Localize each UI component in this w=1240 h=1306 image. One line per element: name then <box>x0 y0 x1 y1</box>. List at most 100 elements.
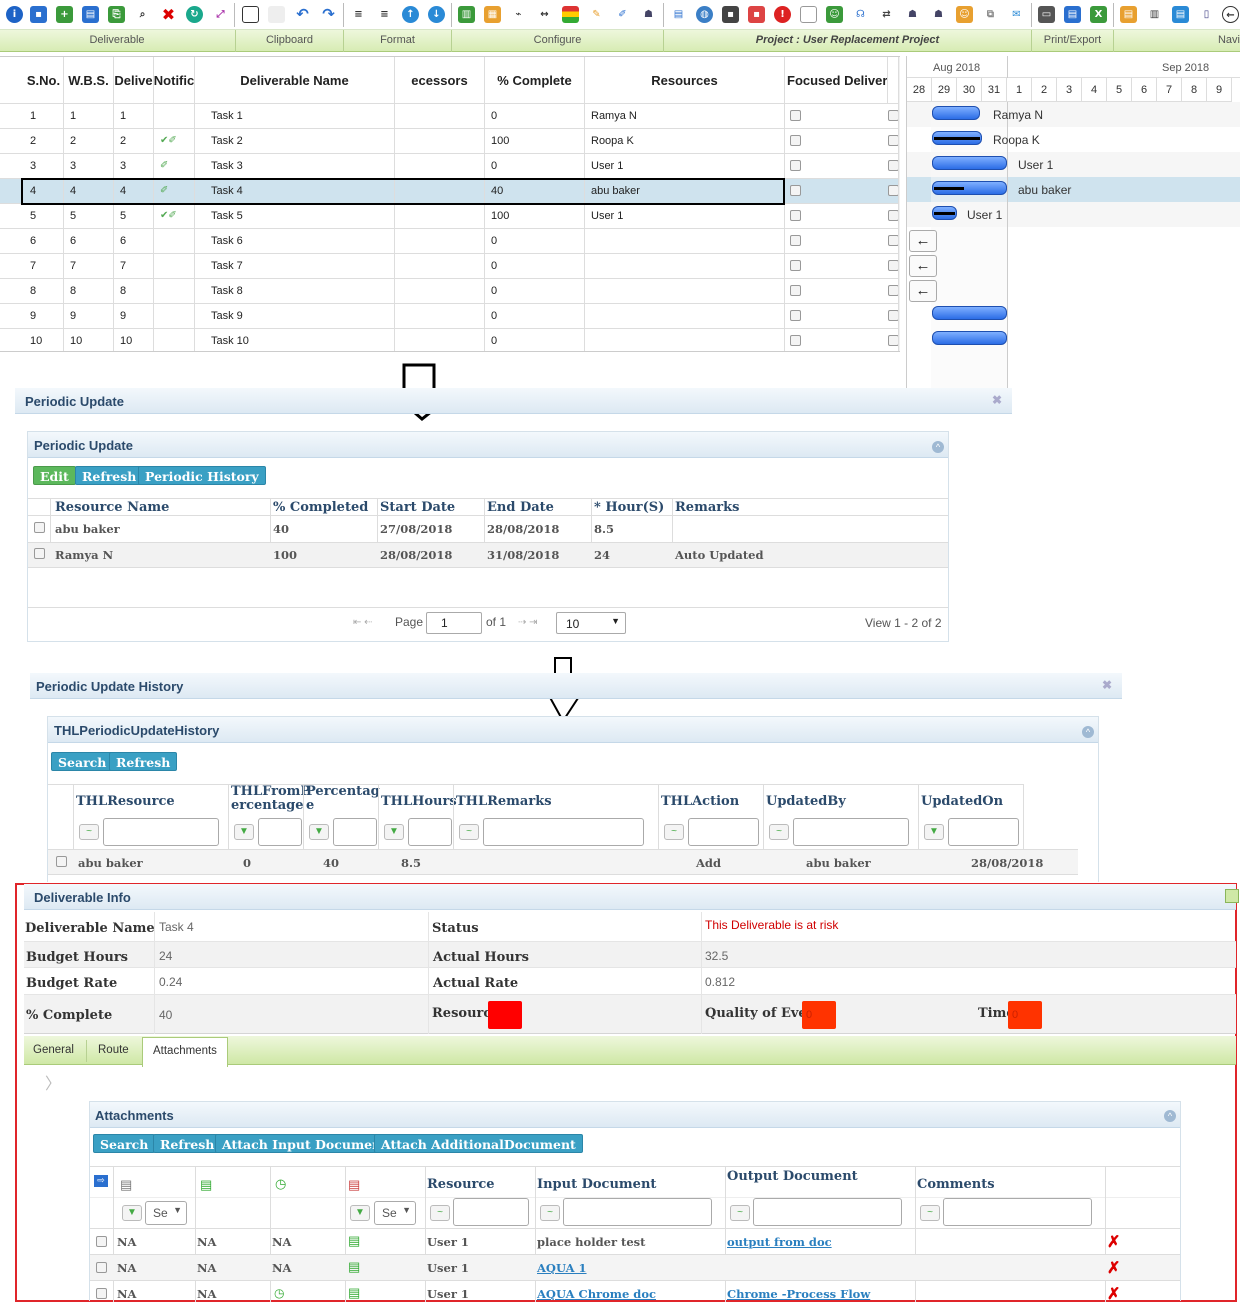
focused-checkbox[interactable] <box>790 160 801 171</box>
pager-size-select[interactable]: 10 ▼ <box>556 612 626 634</box>
row-checkbox[interactable] <box>34 548 45 559</box>
nav-grid-icon[interactable]: ▥ <box>1146 6 1163 23</box>
filter-output-document[interactable] <box>753 1198 902 1226</box>
input-document-link[interactable]: AQUA 1 <box>537 1261 587 1275</box>
filter-icon[interactable]: ~ <box>769 824 789 840</box>
gantt-bar-task2[interactable] <box>932 131 982 145</box>
filter-comments[interactable] <box>943 1198 1092 1226</box>
col-thl-resource[interactable]: THLResource <box>76 794 175 809</box>
back-icon[interactable]: ← <box>1222 6 1239 23</box>
pager-next-icon[interactable]: ⇢ ⇥ <box>518 617 538 628</box>
gantt-bar-task3[interactable] <box>932 156 1007 170</box>
attach-additional-document-button[interactable]: Attach AdditionalDocument <box>374 1134 583 1153</box>
col-predecessors[interactable]: ecessors <box>395 57 485 103</box>
table-row[interactable]: 4 4 4 ✐ Task 4 40 abu baker <box>0 178 900 203</box>
filter-input-document[interactable] <box>563 1198 712 1226</box>
filter-remarks-input[interactable] <box>483 818 644 846</box>
edit-icon[interactable]: ✎ <box>588 6 605 23</box>
save-icon[interactable]: ▪ <box>30 6 47 23</box>
col-sno[interactable]: S.No. <box>24 57 64 103</box>
collapse-icon[interactable]: ^ <box>932 441 944 453</box>
user-icon[interactable]: ☺ <box>956 6 973 23</box>
floppy-icon[interactable]: ▪ <box>722 6 739 23</box>
pager-first-icon[interactable]: ⇤ ⇠ <box>353 617 373 628</box>
pager-page-input[interactable]: 1 <box>426 612 482 634</box>
split-icon[interactable]: ↔ <box>536 6 553 23</box>
user-assign-icon[interactable]: ☺ <box>826 6 843 23</box>
search-icon[interactable]: ⌕ <box>134 6 151 23</box>
print-icon[interactable]: ▭ <box>1038 6 1055 23</box>
chart-icon[interactable]: ▦ <box>484 6 501 23</box>
paste-icon[interactable] <box>268 6 285 23</box>
col-output-document[interactable]: Output Document <box>727 1169 858 1184</box>
globe-icon[interactable]: ◍ <box>696 6 713 23</box>
table-row[interactable]: 1 1 1 Task 1 0 Ramya N <box>0 103 900 128</box>
filter-icon[interactable]: ▼ <box>309 824 329 840</box>
history-icon[interactable]: ◷ <box>274 1286 285 1300</box>
table-row[interactable] <box>90 1254 1180 1280</box>
focused-checkbox[interactable] <box>790 285 801 296</box>
export-icon[interactable]: ▤ <box>1064 6 1081 23</box>
col-thl-action[interactable]: THLAction <box>661 794 740 809</box>
col-deliverable-name[interactable]: Deliverable Name <box>195 57 395 103</box>
move-up-icon[interactable]: ↑ <box>402 6 419 23</box>
document-icon[interactable]: ▤ <box>348 1259 361 1274</box>
document-icon[interactable]: ▤ <box>348 1233 361 1248</box>
input-document-link[interactable]: AQUA Chrome doc <box>537 1287 656 1301</box>
nav-list-icon[interactable]: ▤ <box>1120 6 1137 23</box>
col-end-date[interactable]: End Date <box>487 500 554 515</box>
chevron-right-icon[interactable]: 〉 <box>45 1076 62 1093</box>
grid-scrollbar[interactable] <box>898 57 900 351</box>
gantt-bar-task9[interactable] <box>932 306 1007 320</box>
configure-icon[interactable]: ▥ <box>458 6 475 23</box>
edit-button[interactable]: Edit <box>33 466 76 485</box>
close-icon[interactable]: ✖ <box>1102 678 1113 692</box>
filter-icon[interactable]: ▼ <box>384 824 404 840</box>
report-icon[interactable]: ▤ <box>670 6 687 23</box>
workflow-icon[interactable]: ⇄ <box>878 6 895 23</box>
filter-icon[interactable]: ~ <box>459 824 479 840</box>
col-percentage[interactable]: Percentag e <box>306 784 380 813</box>
focused-checkbox[interactable] <box>790 235 801 246</box>
col-deliverable-id[interactable]: Delive <box>114 57 154 103</box>
col-resource-name[interactable]: Resource Name <box>55 500 170 515</box>
table-row[interactable]: 2 2 2 ✔✐ Task 2 100 Roopa K <box>0 128 900 153</box>
excel-icon[interactable]: X <box>1090 6 1107 23</box>
indent-icon[interactable]: ≡ <box>350 6 367 23</box>
alert-icon[interactable]: ! <box>774 6 791 23</box>
col-wbs[interactable]: W.B.S. <box>64 57 114 103</box>
col-resources[interactable]: Resources <box>585 57 785 103</box>
pen-icon[interactable]: ✐ <box>614 6 631 23</box>
filter-icon[interactable]: ▼ <box>350 1205 370 1221</box>
row-checkbox[interactable] <box>96 1288 107 1299</box>
col-thl-from-percentage[interactable]: THLFromP ercentage <box>231 784 311 813</box>
focused-checkbox[interactable] <box>790 185 801 196</box>
focused-checkbox[interactable] <box>790 310 801 321</box>
filter-icon[interactable]: ~ <box>79 824 99 840</box>
focused-checkbox[interactable] <box>790 260 801 271</box>
gantt-scroll-left-icon[interactable]: ← <box>909 230 937 252</box>
move-down-icon[interactable]: ↓ <box>428 6 445 23</box>
search-button[interactable]: Search <box>93 1134 156 1153</box>
undo-icon[interactable]: ↶ <box>294 6 311 23</box>
row-checkbox[interactable] <box>96 1262 107 1273</box>
filter-resource-input[interactable] <box>453 1198 529 1226</box>
calendar-icon[interactable] <box>800 6 817 23</box>
delete-icon[interactable]: ✗ <box>1107 1286 1121 1303</box>
col-updated-on[interactable]: UpdatedOn <box>921 794 1004 809</box>
col-focused-deliverable[interactable]: Focused Delivera <box>785 57 888 103</box>
col-updated-by[interactable]: UpdatedBy <box>766 794 846 809</box>
filter-icon[interactable]: ~ <box>664 824 684 840</box>
refresh-button[interactable]: Refresh <box>75 466 144 485</box>
output-document-link[interactable]: output from doc <box>727 1235 832 1249</box>
col-input-document[interactable]: Input Document <box>537 1177 657 1192</box>
gantt-scroll-left-icon[interactable]: ← <box>909 255 937 277</box>
tab-attachments[interactable]: Attachments <box>142 1037 228 1067</box>
delete-icon[interactable]: ✗ <box>1107 1260 1121 1277</box>
col-resource[interactable]: Resource <box>427 1177 495 1192</box>
table-row[interactable] <box>90 1228 1180 1254</box>
attach-input-document-button[interactable]: Attach Input Document <box>215 1134 394 1153</box>
col-percent-completed[interactable]: % Completed <box>273 500 369 515</box>
document-icon[interactable]: ▤ <box>82 6 99 23</box>
